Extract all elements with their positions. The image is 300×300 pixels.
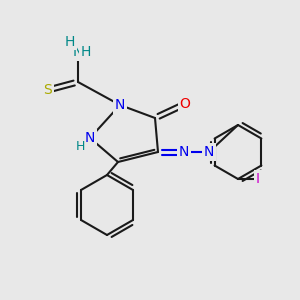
Text: N: N [179, 145, 189, 159]
Text: H: H [75, 140, 85, 152]
Text: O: O [180, 97, 190, 111]
Text: I: I [256, 172, 260, 186]
Text: N: N [204, 145, 214, 159]
Text: H: H [81, 45, 91, 59]
Text: N: N [85, 131, 95, 145]
Text: N: N [73, 45, 83, 59]
Text: N: N [115, 98, 125, 112]
Text: H: H [65, 35, 75, 49]
Text: S: S [44, 83, 52, 97]
